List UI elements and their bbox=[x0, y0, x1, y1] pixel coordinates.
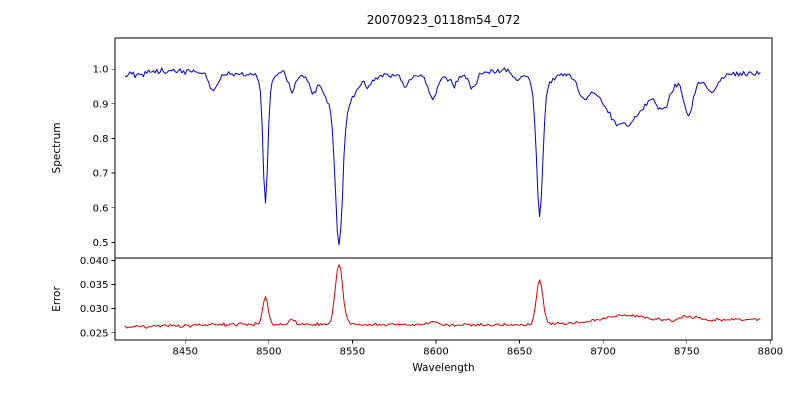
plot-area-error bbox=[114, 257, 773, 341]
y-tick-label: 0.7 bbox=[93, 169, 109, 180]
y-tick-label: 0.6 bbox=[93, 203, 109, 214]
x-tick-label: 8750 bbox=[674, 347, 699, 358]
y-tick-label: 0.030 bbox=[80, 304, 109, 315]
y-tick-label: 1.0 bbox=[93, 65, 109, 76]
x-tick-label: 8650 bbox=[507, 347, 532, 358]
y-tick-label: 0.035 bbox=[80, 280, 109, 291]
x-tick-label: 8500 bbox=[256, 347, 281, 358]
error-line bbox=[124, 264, 761, 329]
y-tick-label: 0.040 bbox=[80, 256, 109, 267]
y-tick-label: 0.8 bbox=[93, 134, 109, 145]
x-tick-label: 8700 bbox=[590, 347, 615, 358]
x-tick-label: 8450 bbox=[172, 347, 197, 358]
y-tick-label: 0.025 bbox=[80, 328, 109, 339]
x-tick-label: 8800 bbox=[758, 347, 783, 358]
spectrum-line bbox=[124, 67, 761, 246]
x-axis-label: Wavelength bbox=[412, 362, 475, 374]
x-tick-label: 8600 bbox=[423, 347, 448, 358]
plot-area-spectrum bbox=[114, 37, 773, 259]
x-tick-label: 8550 bbox=[340, 347, 365, 358]
y-tick-label: 0.5 bbox=[93, 238, 109, 249]
y-tick-label: 0.9 bbox=[93, 99, 109, 110]
plot-title: 20070923_0118m54_072 bbox=[366, 13, 521, 27]
